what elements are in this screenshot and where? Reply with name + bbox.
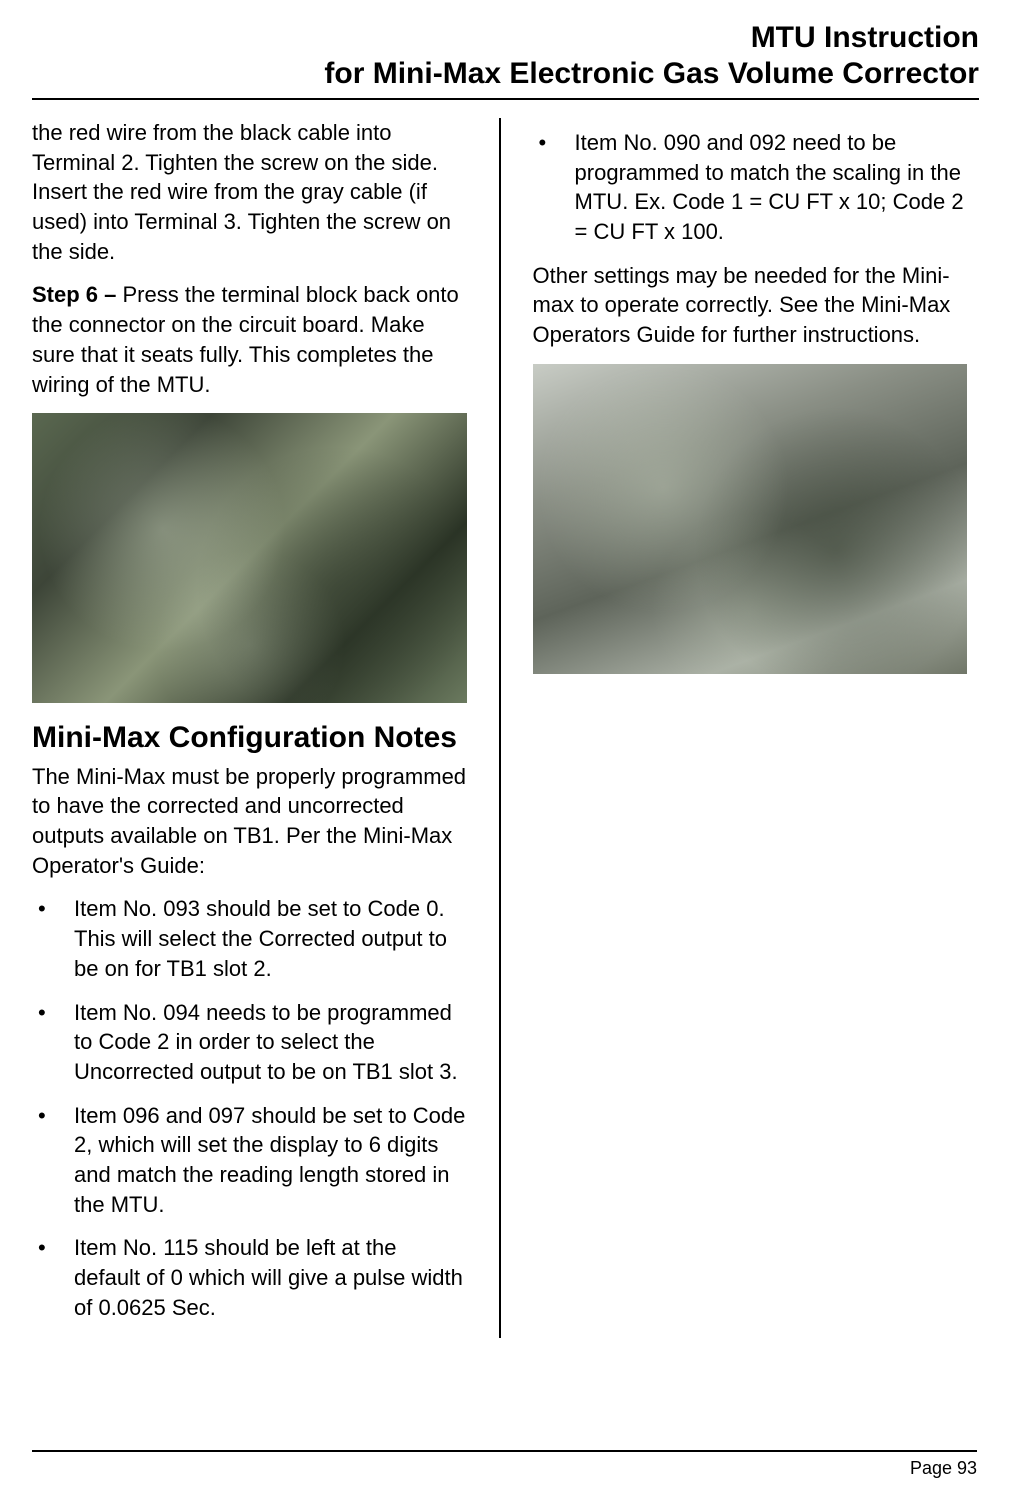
bullet-item: Item 096 and 097 should be set to Code 2…: [32, 1101, 467, 1220]
bullet-item: Item No. 094 needs to be programmed to C…: [32, 998, 467, 1087]
step-6-label: Step 6 –: [32, 282, 122, 307]
config-notes-heading: Mini-Max Configuration Notes: [32, 721, 467, 756]
right-para-1: Other settings may be needed for the Min…: [533, 261, 968, 350]
right-bullet-list: Item No. 090 and 092 need to be programm…: [533, 128, 968, 247]
header-title-line2: for Mini-Max Electronic Gas Volume Corre…: [32, 56, 979, 92]
bullet-item: Item No. 090 and 092 need to be programm…: [533, 128, 968, 247]
step-6-para: Step 6 – Press the terminal block back o…: [32, 280, 467, 399]
page-footer: Page 93: [32, 1450, 977, 1479]
left-bullet-list: Item No. 093 should be set to Code 0. Th…: [32, 894, 467, 1322]
left-para-2: The Mini-Max must be properly programmed…: [32, 762, 467, 881]
left-column: the red wire from the black cable into T…: [32, 118, 487, 1338]
bullet-item: Item No. 093 should be set to Code 0. Th…: [32, 894, 467, 983]
header-title-line1: MTU Instruction: [32, 20, 979, 56]
left-para-1: the red wire from the black cable into T…: [32, 118, 467, 266]
page-header: MTU Instruction for Mini-Max Electronic …: [32, 20, 979, 100]
content-columns: the red wire from the black cable into T…: [32, 118, 979, 1338]
device-install-photo: [533, 364, 968, 674]
circuit-board-photo: [32, 413, 467, 703]
page-number: Page 93: [910, 1458, 977, 1478]
bullet-item: Item No. 115 should be left at the defau…: [32, 1233, 467, 1322]
column-divider: [499, 118, 501, 1338]
right-column: Item No. 090 and 092 need to be programm…: [513, 118, 968, 1338]
